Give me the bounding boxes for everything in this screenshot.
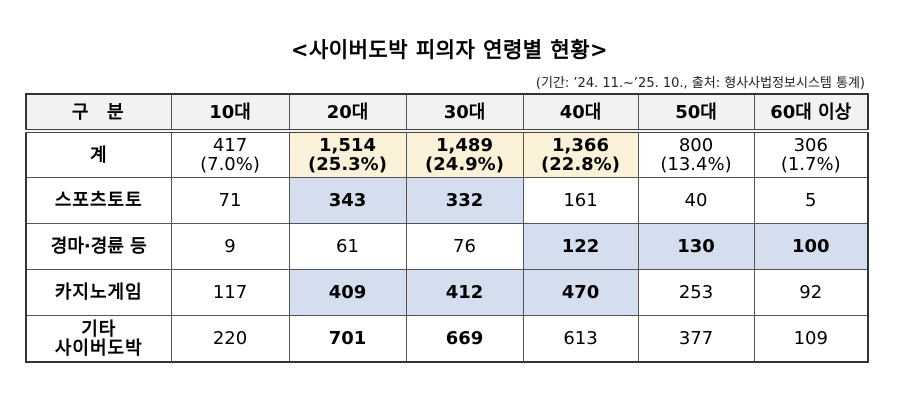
header-row: 구 분 10대 20대 30대 40대 50대 60대 이상 bbox=[25, 93, 869, 133]
table-cell: 9 bbox=[170, 223, 290, 270]
page-title: <사이버도박 피의자 연령별 현황> bbox=[290, 38, 609, 62]
column-header: 30대 bbox=[405, 93, 524, 133]
count: 1,514 bbox=[319, 135, 376, 156]
table-row: 기타 사이버도박 220 701 669 613 377 109 bbox=[25, 315, 869, 363]
table-row: 카지노게임 117 409 412 470 253 92 bbox=[25, 269, 869, 316]
table-cell: 220 bbox=[170, 315, 290, 363]
row-label: 계 bbox=[25, 130, 172, 178]
table-cell: 377 bbox=[637, 315, 755, 363]
column-header: 20대 bbox=[288, 93, 407, 133]
table-cell: 417 (7.0%) bbox=[170, 130, 290, 178]
table-cell: 1,489 (24.9%) bbox=[405, 130, 524, 178]
percentage: (7.0%) bbox=[200, 154, 260, 175]
table-cell: 332 bbox=[405, 177, 524, 224]
count: 1,366 bbox=[552, 135, 609, 156]
table-cell: 92 bbox=[753, 269, 869, 316]
table-cell: 109 bbox=[753, 315, 869, 363]
percentage: (22.8%) bbox=[541, 154, 620, 175]
row-label-line2: 사이버도박 bbox=[54, 337, 143, 359]
row-label: 카지노게임 bbox=[25, 269, 172, 316]
table-row: 경마·경륜 등 9 61 76 122 130 100 bbox=[25, 223, 869, 270]
table-cell: 669 bbox=[405, 315, 524, 363]
table-row: 스포츠토토 71 343 332 161 40 5 bbox=[25, 177, 869, 224]
count: 306 bbox=[793, 135, 828, 156]
percentage: (1.7%) bbox=[780, 154, 841, 175]
table-cell: 76 bbox=[405, 223, 524, 270]
table-cell: 71 bbox=[170, 177, 290, 224]
table-cell: 409 bbox=[288, 269, 407, 316]
table-cell: 343 bbox=[288, 177, 407, 224]
table-cell: 1,514 (25.3%) bbox=[288, 130, 407, 178]
row-label: 스포츠토토 bbox=[25, 177, 172, 224]
percentage: (24.9%) bbox=[425, 154, 504, 175]
row-label: 기타 사이버도박 bbox=[25, 315, 172, 363]
total-row: 계 417 (7.0%) 1,514 (25.3%) 1,489 (24.9%) 1,… bbox=[25, 130, 869, 178]
source-note: (기간: ’24. 11.~’25. 10., 출처: 형사사법정보시스템 통계… bbox=[535, 76, 865, 91]
table-cell: 117 bbox=[170, 269, 290, 316]
table-cell: 40 bbox=[637, 177, 755, 224]
count: 800 bbox=[678, 135, 714, 156]
count: 1,489 bbox=[436, 135, 493, 156]
table-cell: 701 bbox=[288, 315, 407, 363]
count: 417 bbox=[212, 135, 248, 156]
table-cell: 5 bbox=[753, 177, 869, 224]
category-header: 구 분 bbox=[25, 93, 172, 133]
table-cell: 613 bbox=[522, 315, 639, 363]
table-cell: 100 bbox=[753, 223, 869, 270]
column-header: 60대 이상 bbox=[753, 93, 869, 133]
table-cell: 412 bbox=[405, 269, 524, 316]
table-cell: 161 bbox=[522, 177, 639, 224]
age-statistics-table: 구 분 10대 20대 30대 40대 50대 60대 이상 계 417 (7.0… bbox=[25, 93, 869, 363]
column-header: 10대 bbox=[170, 93, 290, 133]
table-cell: 122 bbox=[522, 223, 639, 270]
column-header: 40대 bbox=[522, 93, 639, 133]
table-cell: 61 bbox=[288, 223, 407, 270]
row-label-line1: 기타 bbox=[81, 318, 117, 340]
table-cell: 470 bbox=[522, 269, 639, 316]
column-header: 50대 bbox=[637, 93, 755, 133]
table-cell: 253 bbox=[637, 269, 755, 316]
percentage: (25.3%) bbox=[308, 154, 387, 175]
table-cell: 306 (1.7%) bbox=[753, 130, 869, 178]
table-cell: 130 bbox=[637, 223, 755, 270]
row-label: 경마·경륜 등 bbox=[25, 223, 172, 270]
percentage: (13.4%) bbox=[660, 154, 732, 175]
table-cell: 1,366 (22.8%) bbox=[522, 130, 639, 178]
table-cell: 800 (13.4%) bbox=[637, 130, 755, 178]
